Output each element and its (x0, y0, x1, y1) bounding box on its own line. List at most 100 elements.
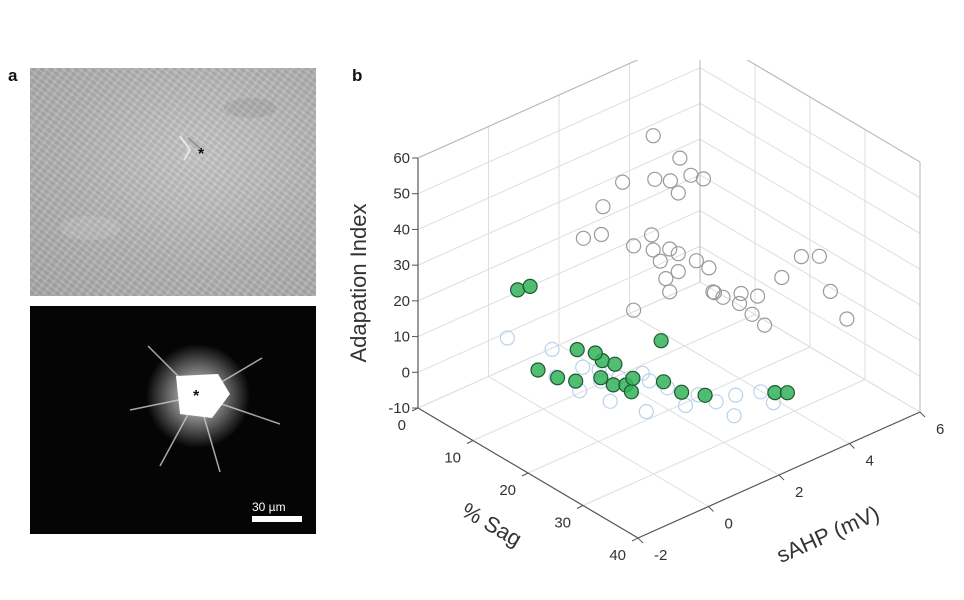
fluorescent-cell (129, 344, 281, 473)
data-point (544, 341, 560, 357)
fluorescence-micrograph (30, 306, 316, 534)
data-point (779, 385, 795, 401)
x-tick-mark (411, 407, 419, 412)
data-point (670, 246, 686, 262)
y-tick-mark (849, 443, 855, 449)
cell-marker-bottom: * (193, 388, 200, 405)
data-point (530, 362, 546, 378)
data-point (575, 359, 591, 375)
grid-line (417, 67, 701, 195)
tissue-texture (30, 68, 316, 296)
data-point (510, 282, 526, 298)
x-tick-label: 0 (398, 417, 406, 434)
z-tick-label: 0 (402, 364, 410, 381)
data-point (715, 289, 731, 305)
data-point (757, 317, 773, 333)
data-point (522, 278, 538, 294)
z-tick-label: 40 (393, 221, 410, 238)
z-tick-label: 10 (393, 329, 410, 346)
z-tick-label: 30 (393, 257, 410, 274)
data-point (744, 306, 760, 322)
scale-bar (252, 516, 302, 522)
data-point (731, 295, 748, 312)
x-tick-mark (521, 472, 529, 477)
data-point (670, 264, 686, 280)
x-tick-label: 10 (444, 450, 461, 467)
cell-outline-highlight (179, 135, 192, 161)
x-tick-mark (466, 440, 474, 444)
data-point (708, 394, 724, 410)
data-point (672, 150, 688, 166)
data-point (728, 387, 744, 403)
data-point (670, 185, 686, 201)
data-point (625, 370, 641, 386)
y-tick-label: 6 (936, 421, 944, 438)
soma (176, 374, 230, 418)
data-point (705, 284, 721, 300)
data-point (568, 373, 584, 389)
data-point (655, 374, 672, 390)
y-tick-mark (919, 411, 926, 418)
tissue-shadow (224, 98, 276, 118)
grid-line (417, 174, 701, 302)
grid-line (417, 245, 701, 373)
data-point (695, 171, 711, 187)
grid-line (582, 379, 866, 506)
data-point (626, 238, 642, 254)
data-point (652, 253, 668, 269)
data-point (499, 330, 515, 346)
z-tick-label: 50 (393, 186, 410, 203)
data-point (701, 260, 717, 276)
data-point (662, 173, 678, 189)
data-point (593, 226, 609, 243)
data-point (644, 227, 660, 243)
grid-line (527, 346, 811, 474)
y-tick-mark (637, 537, 644, 544)
data-point (767, 385, 783, 401)
y-tick-label: 2 (795, 484, 803, 501)
tissue-highlight (60, 216, 120, 240)
data-point (623, 384, 639, 400)
data-point (822, 283, 838, 299)
grid-line (417, 210, 701, 338)
box-edge (746, 60, 921, 163)
data-point (750, 288, 766, 304)
y-tick-mark (778, 474, 785, 481)
data-point (683, 167, 699, 183)
grid-line (417, 281, 701, 409)
data-point (811, 248, 827, 264)
data-point (647, 171, 663, 187)
data-point (697, 387, 713, 403)
data-point (638, 404, 654, 420)
scale-bar-label: 30 µm (252, 500, 286, 514)
data-point (605, 377, 621, 393)
data-point (706, 285, 722, 301)
data-point (653, 333, 669, 349)
data-point (575, 230, 591, 246)
data-point (602, 393, 618, 409)
y-axis-label: sAHP (mV) (773, 500, 883, 567)
data-point (726, 408, 742, 424)
data-point (595, 199, 611, 215)
z-axis-label: Adapation Index (346, 203, 371, 362)
data-point (569, 342, 585, 358)
data-point (626, 302, 642, 318)
data-point (733, 285, 749, 302)
data-point (645, 242, 661, 258)
data-point (688, 253, 704, 269)
x-tick-mark (631, 537, 639, 542)
y-tick-label: -2 (654, 547, 667, 564)
data-point (839, 311, 855, 327)
data-point (793, 249, 809, 265)
x-tick-label: 20 (499, 482, 516, 499)
data-point (658, 271, 674, 287)
data-point (550, 370, 566, 386)
z-tick-label: -10 (388, 400, 410, 417)
x-tick-mark (576, 505, 584, 509)
z-tick-label: 60 (393, 150, 410, 167)
data-point (645, 128, 661, 144)
grid-line (417, 138, 701, 266)
grid-line (417, 102, 701, 230)
